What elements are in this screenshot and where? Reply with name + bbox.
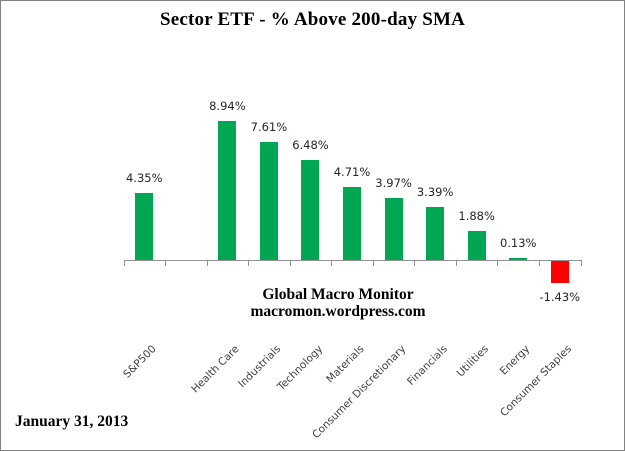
- x-axis-tick: [497, 260, 499, 266]
- category-label: Health Care: [189, 343, 242, 396]
- bar-financials: [426, 207, 445, 260]
- bar-materials: [343, 186, 362, 260]
- bar-value-label: 0.13%: [499, 235, 537, 250]
- date-note: January 31, 2013: [15, 413, 129, 430]
- category-label: Consumer Staples: [498, 343, 575, 420]
- x-axis-tick: [455, 260, 457, 266]
- category-label: Materials: [323, 343, 367, 386]
- x-axis-tick: [414, 260, 416, 266]
- bar-industrials: [259, 142, 278, 260]
- x-axis-line: [123, 260, 581, 261]
- category-label: Financials: [404, 343, 450, 388]
- category-label: Energy: [498, 343, 533, 378]
- bar-value-label: 8.94%: [209, 99, 246, 114]
- x-axis-tick: [289, 260, 291, 266]
- bar-value-label: -1.43%: [539, 290, 581, 305]
- watermark: Global Macro Monitor macromon.wordpress.…: [250, 286, 425, 320]
- bar-utilities: [467, 230, 486, 260]
- category-label: Utilities: [454, 343, 492, 380]
- chart-title: Sector ETF - % Above 200-day SMA: [159, 9, 466, 30]
- bar-value-label: 1.88%: [458, 208, 495, 223]
- x-axis-tick: [248, 260, 250, 266]
- bar-value-label: 3.97%: [375, 176, 412, 191]
- bar-energy: [509, 257, 528, 260]
- bar-health-care: [218, 121, 237, 260]
- watermark-line1: Global Macro Monitor: [262, 286, 414, 303]
- x-axis-tick: [165, 260, 167, 266]
- x-axis-tick: [206, 260, 208, 266]
- x-axis-tick: [580, 260, 582, 266]
- category-label: S&P500: [121, 343, 159, 381]
- bar-consumer-discretionary: [384, 198, 403, 260]
- bar-value-label: 4.35%: [125, 170, 163, 185]
- bar-value-label: 3.39%: [416, 185, 454, 200]
- x-axis-tick: [123, 260, 125, 266]
- x-axis-tick: [539, 260, 540, 266]
- bar-value-label: 7.61%: [250, 120, 288, 135]
- bar-value-label: 6.48%: [292, 137, 329, 152]
- bar-technology: [301, 159, 320, 260]
- watermark-line2: macromon.wordpress.com: [250, 303, 426, 320]
- bar-consumer-staples: [550, 261, 569, 284]
- x-axis-tick: [372, 260, 374, 266]
- bar-value-label: 4.71%: [333, 164, 371, 179]
- x-axis-tick: [331, 260, 333, 266]
- bar-s-p500: [135, 192, 154, 260]
